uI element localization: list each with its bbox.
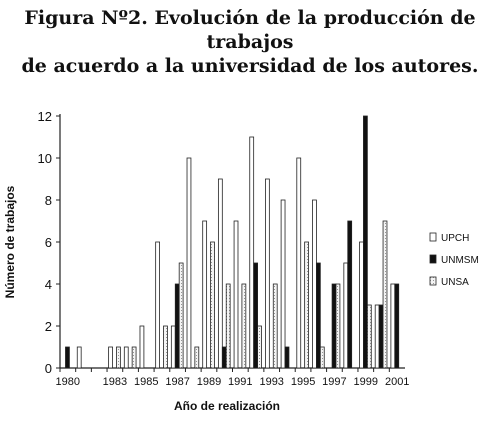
- y-tick-label-6: 6: [45, 235, 52, 250]
- bar-unmsm-1987: [174, 283, 180, 369]
- bar-unsa-1984: [131, 346, 137, 369]
- y-tick-label-0: 0: [45, 361, 52, 376]
- bar-upch-1994: [280, 199, 286, 369]
- plot-area: 0 2 4 6 8 10 12 1980 1983 1985 1987 1989 1991 1993 199…: [38, 109, 410, 388]
- x-tick-label-1999: 1999: [354, 376, 378, 388]
- legend-swatch-unsa: [429, 276, 437, 286]
- bar-upch-2000: [374, 304, 380, 369]
- bar-unsa-1997: [335, 283, 341, 369]
- x-tick-label-2001: 2001: [385, 376, 409, 388]
- y-tick-label-8: 8: [45, 193, 52, 208]
- x-tick-label-1985: 1985: [134, 376, 158, 388]
- y-tick-label-2: 2: [45, 319, 52, 334]
- bar-upch-1993: [265, 178, 270, 369]
- bar-unmsm-1992: [253, 262, 258, 369]
- bar-unmsm-1999: [363, 115, 368, 369]
- x-tick-label-1983: 1983: [103, 376, 127, 388]
- bar-upch-2001: [390, 283, 396, 369]
- bar-upch-1986: [155, 241, 160, 369]
- bar-upch-1981: [76, 346, 82, 369]
- bar-unsa-1989: [210, 241, 215, 369]
- bar-upch-1995: [296, 157, 302, 369]
- bar-upch-1987: [170, 325, 176, 369]
- y-tick-label-10: 10: [38, 151, 52, 166]
- x-tick-label-1989: 1989: [197, 376, 221, 388]
- bar-unsa-1996: [319, 346, 325, 369]
- legend: UPCH UNMSM UNSA: [429, 232, 479, 288]
- bar-unsa-1990: [225, 283, 231, 369]
- bar-upch-1983: [108, 346, 113, 369]
- legend-swatch-upch: [429, 232, 437, 242]
- bar-unsa-1986: [163, 325, 168, 369]
- bar-upch-1985: [139, 325, 145, 369]
- y-tick-label-4: 4: [45, 277, 52, 292]
- bar-unsa-1983: [116, 346, 121, 369]
- bar-upch-1991: [233, 220, 239, 369]
- bar-unsa-1999: [366, 304, 372, 369]
- bar-unsa-1992: [257, 325, 262, 369]
- bar-upch-1984: [123, 346, 129, 369]
- bar-unsa-1988: [194, 346, 200, 369]
- chart-title: Figura Nº2. Evolución de la producción d…: [0, 6, 500, 78]
- bar-unmsm-1994: [284, 346, 290, 369]
- bar-upch-1989: [202, 220, 208, 369]
- y-axis-title: Número de trabajos: [3, 185, 17, 298]
- bar-upch-1998: [343, 262, 349, 369]
- x-tick-label-1993: 1993: [259, 376, 283, 388]
- legend-label-unmsm: UNMSM: [441, 255, 479, 266]
- bar-unsa-2000: [382, 220, 388, 369]
- bar-unmsm-1997: [331, 283, 337, 369]
- chart-title-line1: Figura Nº2. Evolución de la producción d…: [24, 7, 476, 53]
- legend-label-unsa: UNSA: [441, 277, 469, 288]
- bar-upch-1999: [359, 241, 364, 369]
- bar-unmsm-1990: [221, 346, 227, 369]
- bar-unsa-1993: [272, 283, 278, 369]
- bar-unmsm-1996: [315, 262, 321, 369]
- legend-label-upch: UPCH: [441, 233, 469, 244]
- chart-title-line2: de acuerdo a la universidad de los autor…: [21, 55, 479, 77]
- bar-unmsm-1998: [347, 220, 353, 369]
- bar-unmsm-2000: [378, 304, 384, 369]
- bar-upch-1990: [217, 178, 223, 369]
- y-tick-label-12: 12: [38, 109, 52, 124]
- bar-unsa-1987: [178, 262, 184, 369]
- bar-unsa-1991: [241, 283, 247, 369]
- bar-unmsm-1980: [65, 346, 70, 369]
- bar-upch-1988: [186, 157, 192, 369]
- bar-unsa-1995: [304, 241, 309, 369]
- x-tick-label-1995: 1995: [291, 376, 315, 388]
- bar-upch-1996: [312, 199, 317, 369]
- bar-unmsm-2001: [394, 283, 400, 369]
- bar-upch-1992: [249, 136, 255, 369]
- x-axis-title: Año de realización: [174, 399, 280, 413]
- x-tick-label-1991: 1991: [228, 376, 252, 388]
- legend-swatch-unmsm: [429, 254, 437, 264]
- x-tick-label-1980: 1980: [56, 376, 80, 388]
- x-tick-label-1987: 1987: [165, 376, 189, 388]
- x-tick-label-1997: 1997: [322, 376, 346, 388]
